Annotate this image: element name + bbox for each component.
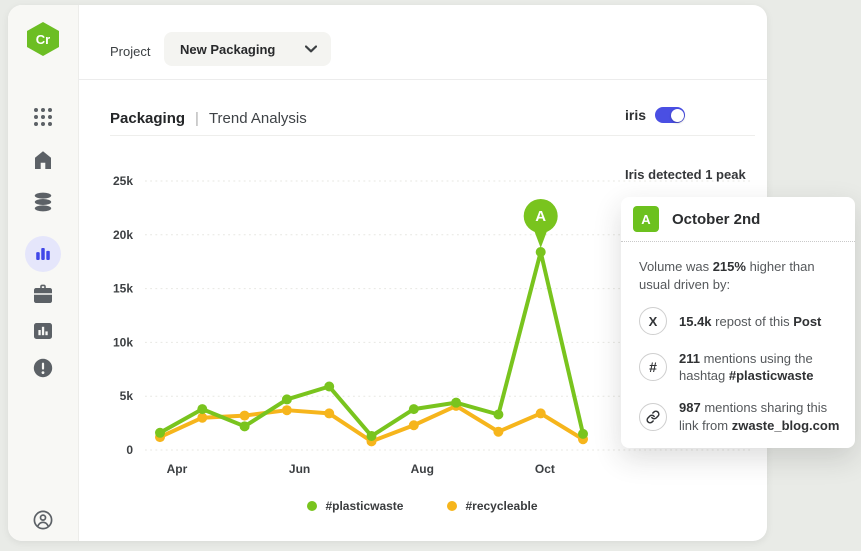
legend-dot [307, 501, 318, 511]
brand-logo[interactable]: Cr [24, 21, 62, 57]
data-point[interactable] [197, 412, 208, 423]
data-point[interactable] [535, 408, 546, 419]
iris-label: iris [624, 107, 646, 123]
sidebar-item-apps[interactable] [31, 105, 55, 129]
legend-label: #recycleable [465, 499, 538, 513]
peak-marker-badge: A [633, 206, 659, 232]
page-title-secondary: Trend Analysis [208, 109, 307, 127]
x-social-icon: X [639, 307, 667, 336]
peak-driver-hashtag-text: 211 mentions using the hashtag #plasticw… [679, 351, 814, 384]
sidebar-item-home[interactable] [31, 148, 55, 172]
svg-text:A: A [535, 208, 546, 225]
data-point[interactable] [578, 428, 588, 439]
peak-driver-repost-text: 15.4k repost of this Post [679, 313, 822, 329]
chart-legend: #plasticwaste #recycleable [78, 499, 767, 513]
apps-grid-icon [34, 108, 52, 126]
data-point[interactable] [155, 427, 165, 438]
peak-driver-link: 987 mentions sharing this link from zwas… [639, 399, 841, 433]
main-content: Project New Packaging Packaging | Trend … [78, 5, 767, 541]
peak-detail-panel: A October 2nd Volume was 215% higher tha… [621, 197, 855, 448]
peak-marker[interactable]: A [523, 199, 558, 257]
y-tick-label: 20k [113, 228, 133, 242]
peak-driver-hashtag: # 211 mentions using the hashtag #plasti… [639, 350, 841, 384]
sidebar-item-alerts[interactable] [31, 356, 55, 380]
x-tick-label: Jun [289, 462, 310, 476]
sidebar-item-reports[interactable] [31, 319, 55, 343]
y-tick-label: 0 [126, 443, 133, 457]
peak-driver-link-text: 987 mentions sharing this link from zwas… [679, 400, 840, 433]
project-label: Project [110, 44, 151, 59]
data-point[interactable] [281, 394, 292, 405]
header-divider [110, 135, 755, 136]
svg-text:Cr: Cr [36, 32, 50, 47]
hashtag-icon: # [639, 353, 667, 382]
page-title-primary: Packaging [110, 109, 186, 127]
data-point[interactable] [493, 426, 504, 437]
iris-detected-banner: Iris detected 1 peak [625, 167, 746, 182]
sidebar-item-account[interactable] [31, 508, 55, 532]
series-line-plasticwaste[interactable] [158, 250, 585, 439]
peak-panel-body: Volume was 215% higher than usual driven… [621, 242, 855, 434]
data-point[interactable] [408, 420, 419, 431]
iris-toggle[interactable] [655, 107, 685, 123]
y-tick-label: 5k [120, 389, 134, 403]
legend-item-plasticwaste[interactable]: #plasticwaste [307, 499, 403, 513]
chevron-down-icon [305, 45, 317, 53]
data-point[interactable] [408, 404, 419, 415]
peak-panel-header: A October 2nd [621, 197, 855, 242]
data-point[interactable] [239, 421, 250, 432]
topbar-divider [78, 79, 767, 80]
toggle-knob [670, 108, 684, 122]
legend-label: #plasticwaste [325, 499, 404, 513]
x-tick-label: Oct [535, 462, 555, 476]
trend-chart[interactable]: 0 5k 10k 15k 20k 25k Apr Jun Aug Oct A [78, 150, 767, 495]
data-point[interactable] [451, 397, 462, 408]
database-icon [34, 192, 52, 212]
account-icon [33, 510, 53, 530]
briefcase-icon [34, 284, 52, 303]
data-point[interactable] [239, 410, 250, 421]
y-tick-label: 15k [113, 282, 133, 296]
hexagon-logo-icon: Cr [27, 22, 59, 56]
project-dropdown[interactable]: New Packaging [164, 32, 331, 66]
iris-toggle-group: iris [625, 107, 685, 123]
x-tick-label: Apr [167, 462, 188, 476]
data-point[interactable] [324, 381, 335, 392]
x-tick-label: Aug [411, 462, 434, 476]
y-tick-label: 10k [113, 335, 133, 349]
sidebar: Cr [8, 5, 79, 541]
link-icon [639, 402, 667, 431]
analytics-icon [36, 248, 50, 260]
data-point[interactable] [366, 431, 377, 442]
data-point[interactable] [197, 404, 208, 415]
report-icon [34, 323, 52, 339]
sidebar-item-projects[interactable] [31, 282, 55, 306]
page-title: Packaging | Trend Analysis [110, 105, 307, 131]
data-point[interactable] [324, 408, 335, 419]
legend-dot [447, 501, 458, 511]
sidebar-item-analytics[interactable] [25, 236, 61, 272]
project-dropdown-value: New Packaging [180, 41, 276, 57]
data-point[interactable] [281, 405, 292, 416]
home-icon [35, 151, 51, 169]
legend-item-recycleable[interactable]: #recycleable [447, 499, 538, 513]
peak-driver-repost: X 15.4k repost of this Post [639, 307, 841, 336]
page-title-separator: | [195, 109, 199, 127]
peak-panel-intro: Volume was 215% higher than usual driven… [639, 259, 815, 292]
y-tick-label: 25k [113, 174, 133, 188]
alert-icon [33, 358, 53, 378]
peak-panel-title: October 2nd [672, 210, 761, 228]
data-point[interactable] [493, 409, 504, 420]
sidebar-item-data[interactable] [31, 190, 55, 214]
